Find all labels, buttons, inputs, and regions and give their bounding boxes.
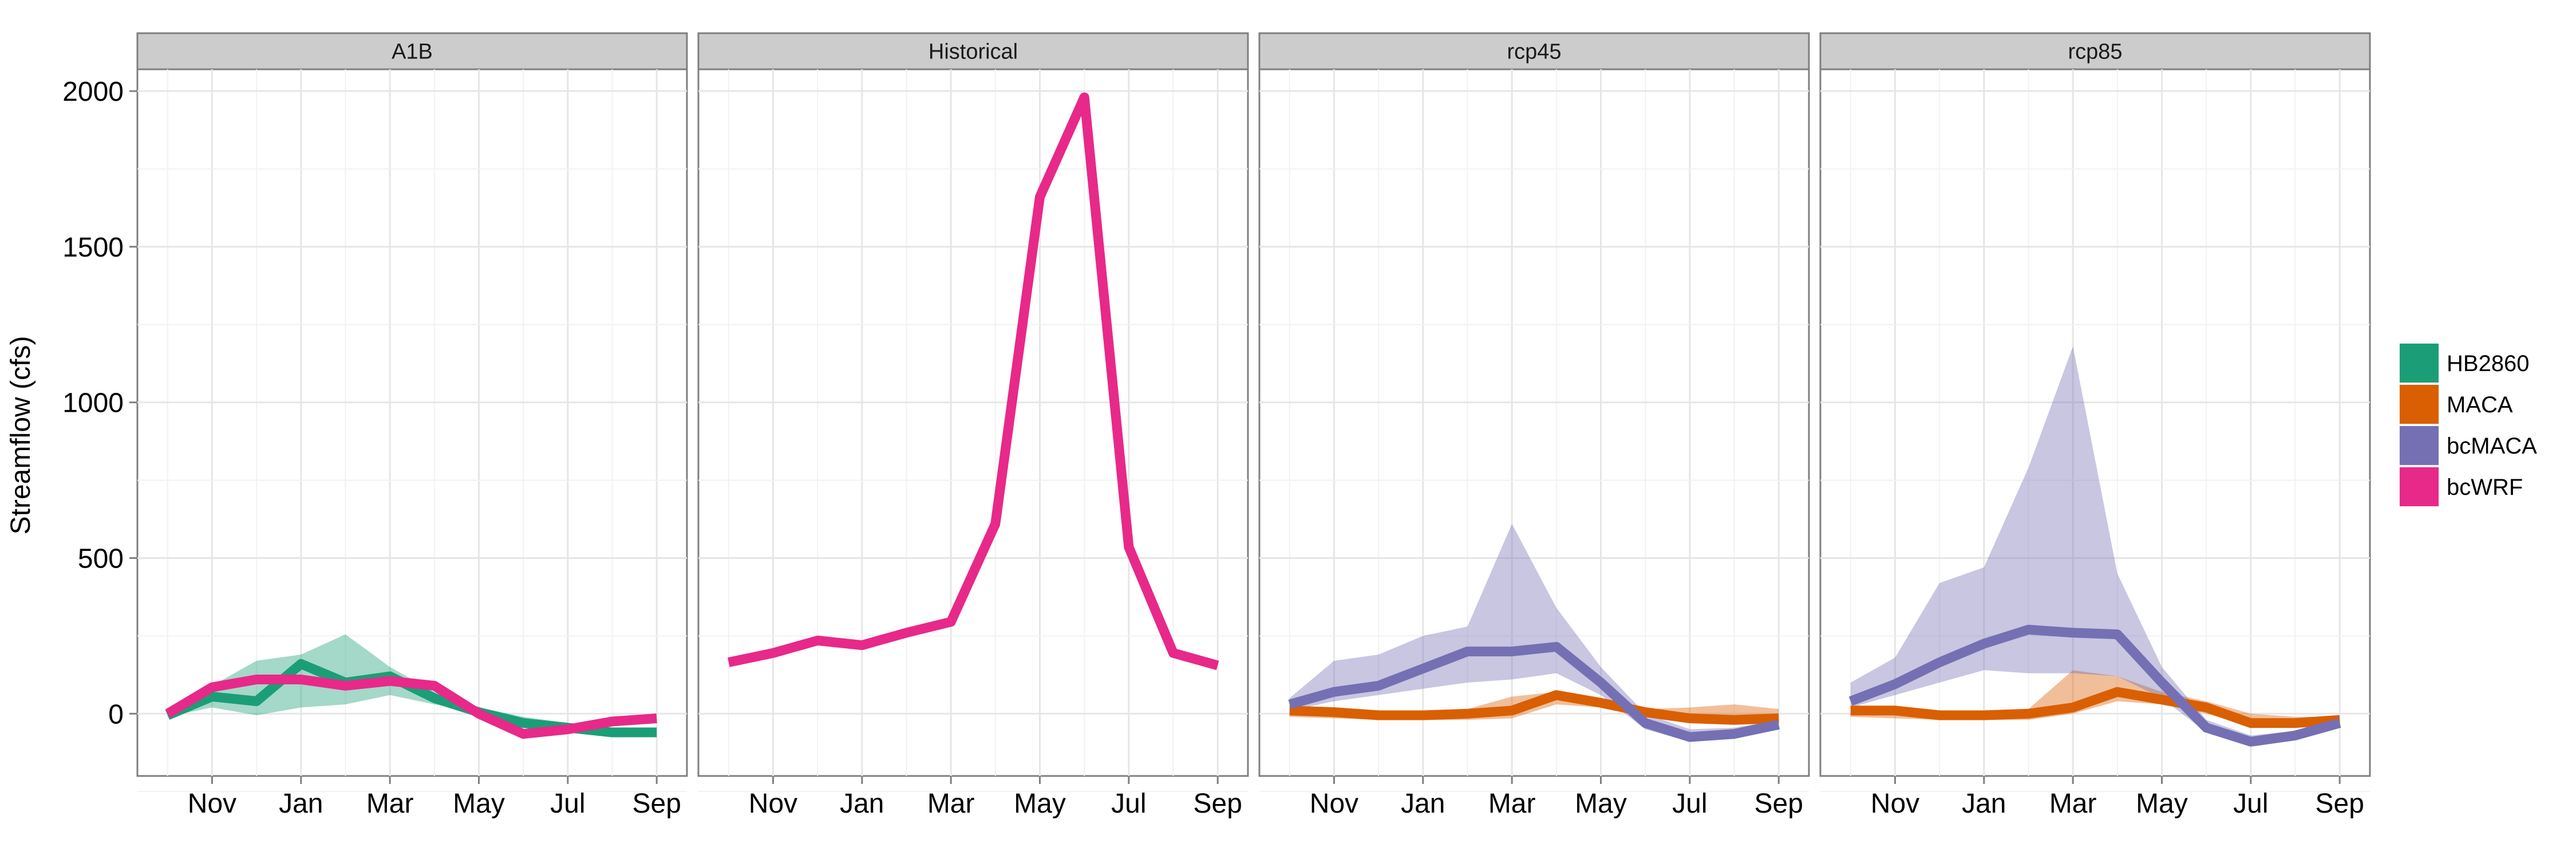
panel-rcp85: rcp85 Nov Jan Mar May Jul Sep [1819, 32, 2371, 819]
x-tick-label: Nov [1871, 789, 1919, 819]
x-tick-label: Jul [1672, 789, 1707, 819]
series-line-maca [1289, 690, 1779, 725]
legend-item-bcwrf: bcWRF [2397, 465, 2523, 509]
x-tick-label: Mar [927, 789, 975, 819]
series-line-bcwrf [165, 675, 657, 739]
ribbon-bcmaca [1289, 523, 1779, 742]
y-axis-title: Streamflow (cfs) [6, 336, 36, 535]
y-tick-label: 1500 [62, 233, 124, 263]
x-tick-label: May [453, 789, 505, 819]
legend: HB2860 MACA bcMACA bcWRF [2397, 341, 2537, 509]
y-tick-label: 500 [78, 543, 124, 574]
legend-swatch [2400, 344, 2439, 383]
y-tick-label: 2000 [62, 77, 124, 107]
x-tick-label: Jul [1111, 789, 1146, 819]
facet-strip [1258, 32, 1810, 70]
panel-background [136, 68, 688, 777]
x-tick-label: May [1575, 789, 1627, 819]
panel-background [697, 68, 1249, 777]
x-tick-label: Mar [1488, 789, 1536, 819]
x-tick-label: Jan [1401, 789, 1445, 819]
x-tick-label: Sep [1193, 789, 1242, 819]
x-tick-label: Jan [840, 789, 884, 819]
x-tick-label: Mar [366, 789, 414, 819]
facet-title: Historical [929, 40, 1018, 64]
x-tick-label: Nov [188, 789, 236, 819]
panel-a1b: A1B Nov Jan Mar May Jul Sep [136, 32, 688, 819]
facet-title: A1B [392, 40, 433, 64]
panel-background [1258, 68, 1810, 777]
legend-item-maca: MACA [2397, 383, 2513, 426]
x-tick-label: Sep [632, 789, 681, 819]
legend-label: MACA [2447, 392, 2513, 417]
legend-swatch [2400, 385, 2439, 424]
x-tick-label: Sep [2315, 789, 2364, 819]
series-line-bcmaca [1288, 641, 1780, 742]
legend-swatch [2400, 426, 2439, 465]
x-tick-label: Jan [279, 789, 323, 819]
series-line-maca [1850, 687, 2340, 728]
facet-title: rcp45 [1507, 40, 1561, 64]
legend-swatch [2400, 467, 2439, 506]
x-tick-label: Jul [550, 789, 585, 819]
facet-strip [1819, 32, 2371, 70]
panel-historical: Historical Nov Jan Mar May Jul Sep [697, 32, 1249, 819]
y-tick-label: 1000 [62, 388, 124, 419]
facet-strip [697, 32, 1249, 70]
legend-label: bcWRF [2447, 475, 2523, 500]
x-tick-label: May [2136, 789, 2188, 819]
x-tick-label: Jul [2233, 789, 2268, 819]
legend-label: bcMACA [2447, 434, 2537, 459]
x-tick-label: Sep [1754, 789, 1803, 819]
legend-label: HB2860 [2447, 351, 2530, 376]
chart-panels: A1B Nov Jan Mar May Jul Sep Historical Nov Jan Mar… [136, 32, 2371, 819]
series-line-bcmaca [1848, 625, 2341, 747]
y-tick-label: 0 [108, 699, 124, 730]
x-tick-label: Jan [1962, 789, 2006, 819]
x-tick-label: Mar [2049, 789, 2097, 819]
panel-rcp45: rcp45 Nov Jan Mar May Jul Sep [1258, 32, 1810, 819]
x-tick-label: Nov [1310, 789, 1358, 819]
y-axis: 0 500 1000 1500 2000 [62, 77, 137, 730]
legend-item-bcmaca: bcMACA [2397, 424, 2537, 467]
facet-title: rcp85 [2068, 40, 2122, 64]
panel-background [1819, 68, 2371, 777]
x-tick-label: Nov [749, 789, 797, 819]
facet-strip [136, 32, 688, 70]
legend-item-hb2860: HB2860 [2397, 341, 2530, 385]
series-line-bcwrf [728, 92, 1219, 671]
x-tick-label: May [1014, 789, 1066, 819]
